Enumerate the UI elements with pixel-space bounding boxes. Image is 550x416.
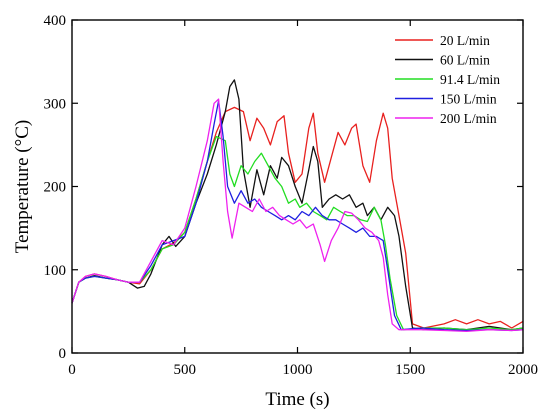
- x-tick-label: 1000: [283, 362, 313, 378]
- x-tick-label: 2000: [508, 362, 538, 378]
- series-line-4: [71, 98, 524, 333]
- series-line-3: [71, 100, 524, 332]
- ticks-layer: 0 500 1000 1500 2000 0 100 200 300 400: [44, 13, 539, 378]
- y-tick-label: 400: [44, 13, 67, 29]
- x-tick-label: 1500: [395, 362, 425, 378]
- legend-label: 200 L/min: [440, 111, 497, 126]
- legend-label: 20 L/min: [440, 33, 490, 48]
- y-tick-label: 100: [44, 263, 67, 279]
- series-line-2: [71, 135, 524, 331]
- y-tick-label: 200: [44, 180, 67, 196]
- legend: 20 L/min 60 L/min 91.4 L/min 150 L/min 200 L…: [395, 33, 500, 126]
- y-axis-title: Temperature (°C): [12, 120, 33, 253]
- y-tick-label: 300: [44, 96, 67, 112]
- legend-label: 150 L/min: [440, 92, 497, 107]
- x-tick-label: 500: [174, 362, 197, 378]
- plot-frame: [71, 19, 524, 354]
- x-axis-title: Time (s): [265, 389, 329, 410]
- legend-label: 91.4 L/min: [440, 72, 500, 87]
- series-layer: [71, 79, 524, 333]
- legend-label: 60 L/min: [440, 53, 490, 68]
- series-line-1: [71, 79, 524, 331]
- y-tick-label: 0: [59, 346, 67, 362]
- x-tick-label: 0: [68, 362, 76, 378]
